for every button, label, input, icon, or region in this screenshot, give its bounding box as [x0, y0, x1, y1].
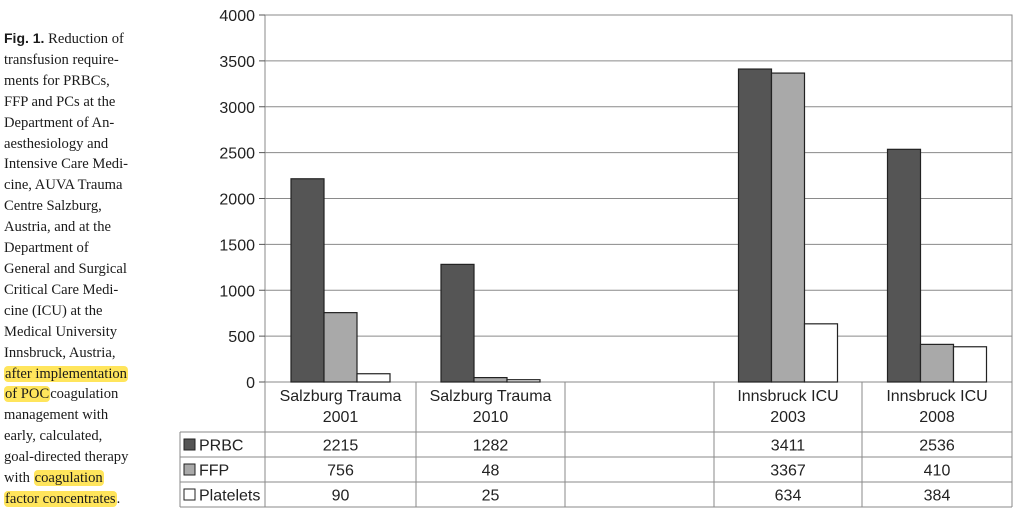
- caption-text: with: [4, 470, 34, 487]
- bar-platelets: [356, 373, 391, 383]
- table-value: 90: [332, 488, 350, 505]
- caption-line: goal-directed therapy: [4, 449, 129, 466]
- y-tick-label: 3500: [219, 54, 255, 71]
- bar-ffp: [919, 343, 955, 383]
- y-tick-label: 2000: [219, 192, 255, 209]
- table-value: 1282: [473, 438, 509, 455]
- legend-swatch: [183, 488, 196, 501]
- category-label: 2003: [770, 409, 806, 426]
- category-label: Innsbruck ICU: [737, 388, 838, 405]
- bar-platelets: [952, 346, 988, 383]
- table-value: 2536: [919, 438, 955, 455]
- bar-ffp: [770, 72, 806, 383]
- legend-label: PRBC: [199, 438, 243, 455]
- y-tick-label: 3000: [219, 100, 255, 117]
- caption-line: Austria, and at the: [4, 219, 111, 236]
- bar-prbc: [737, 68, 773, 383]
- caption-line: transfusion require-: [4, 51, 119, 68]
- caption-line: Intensive Care Medi-: [4, 156, 129, 173]
- table-value: 384: [924, 488, 951, 505]
- caption-line: after implementation: [4, 364, 154, 385]
- table-value: 634: [775, 488, 802, 505]
- caption-line: FFP and PCs at the: [4, 93, 116, 110]
- caption-line: Medical University: [4, 323, 118, 340]
- bar-prbc: [886, 148, 922, 383]
- category-label: Salzburg Trauma: [430, 388, 552, 405]
- table-value: 3367: [770, 463, 806, 480]
- caption-text: Reduction of: [44, 31, 124, 47]
- caption-line: with coagulation: [4, 468, 154, 489]
- bar-platelets: [803, 323, 839, 383]
- category-label: 2008: [919, 409, 955, 426]
- category-label: Innsbruck ICU: [886, 388, 987, 405]
- caption-line: factor concentrates.: [4, 489, 154, 510]
- caption-line: of POCcoagulation: [4, 384, 154, 405]
- caption-line: General and Surgical: [4, 260, 127, 277]
- table-value: 48: [482, 463, 500, 480]
- y-tick-label: 2500: [219, 146, 255, 163]
- figure-caption: Fig. 1. Reduction of transfusion require…: [4, 28, 154, 510]
- y-tick-label: 1000: [219, 283, 255, 300]
- caption-highlight: of POC: [4, 386, 51, 403]
- table-value: 3411: [771, 438, 806, 455]
- y-tick-label: 0: [246, 375, 255, 392]
- legend-label: FFP: [199, 463, 229, 480]
- caption-line: aesthesiology and: [4, 135, 109, 152]
- caption-lines: management with early, calculated, goal-di…: [4, 405, 154, 468]
- category-label: 2001: [323, 409, 359, 426]
- bar-prbc: [290, 178, 325, 383]
- y-tick-label: 500: [228, 329, 255, 346]
- table-value: 25: [482, 488, 500, 505]
- bar-platelets: [506, 379, 541, 383]
- legend-swatch: [183, 438, 196, 451]
- caption-line: Department of An-: [4, 114, 115, 131]
- caption-line: cine, AUVA Trauma: [4, 177, 123, 194]
- caption-line: Fig. 1. Reduction of: [4, 28, 154, 50]
- y-tick-label: 4000: [219, 8, 255, 25]
- caption-highlight: after implementation: [4, 365, 128, 382]
- caption-line: Department of: [4, 240, 89, 257]
- caption-highlight: factor concentrates: [4, 490, 117, 507]
- caption-line: management with: [4, 407, 109, 424]
- caption-line: cine (ICU) at the: [4, 302, 103, 319]
- caption-line: early, calculated,: [4, 428, 103, 445]
- caption-line: Centre Salzburg,: [4, 198, 102, 215]
- table-value: 410: [924, 463, 951, 480]
- category-label: Salzburg Trauma: [280, 388, 402, 405]
- caption-line: ments for PRBCs,: [4, 72, 110, 89]
- table-value: 2215: [323, 438, 359, 455]
- caption-highlight: coagulation: [33, 470, 104, 487]
- caption-line: Critical Care Medi-: [4, 281, 119, 298]
- legend-label: Platelets: [199, 488, 260, 505]
- bar-ffp: [323, 312, 358, 383]
- caption-text: .: [116, 490, 121, 507]
- category-label: 2010: [473, 409, 509, 426]
- caption-text: coagulation: [50, 386, 119, 403]
- caption-lines: transfusion require-ments for PRBCs, FFP …: [4, 50, 154, 364]
- caption-line: Innsbruck, Austria,: [4, 344, 116, 361]
- table-value: 756: [327, 463, 354, 480]
- legend-swatch: [183, 463, 196, 476]
- bar-ffp: [473, 376, 508, 383]
- caption-label: Fig. 1.: [4, 30, 45, 46]
- bar-prbc: [440, 263, 475, 383]
- y-tick-label: 1500: [219, 237, 255, 254]
